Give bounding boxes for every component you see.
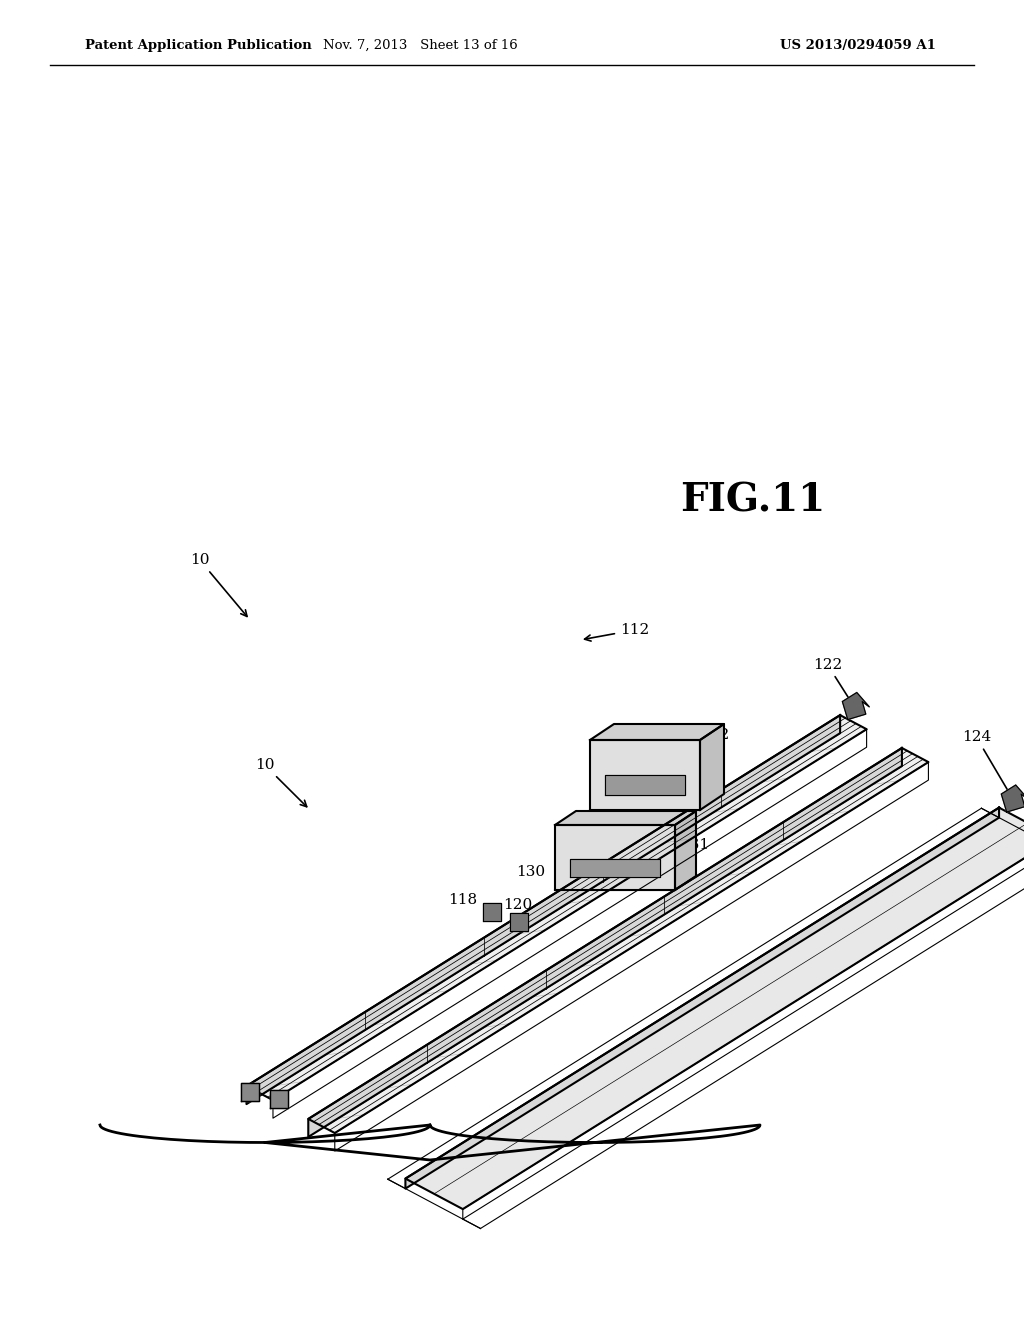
Polygon shape: [483, 903, 501, 921]
Text: 112: 112: [585, 623, 649, 642]
Polygon shape: [555, 825, 675, 890]
Polygon shape: [406, 808, 1024, 1209]
Text: Patent Application Publication: Patent Application Publication: [85, 38, 311, 51]
Polygon shape: [590, 723, 724, 741]
Polygon shape: [242, 1084, 259, 1101]
Polygon shape: [270, 1090, 288, 1109]
Text: Nov. 7, 2013   Sheet 13 of 16: Nov. 7, 2013 Sheet 13 of 16: [323, 38, 517, 51]
Polygon shape: [308, 748, 929, 1133]
Polygon shape: [247, 715, 840, 1104]
Text: 120: 120: [503, 898, 532, 912]
Polygon shape: [555, 810, 696, 825]
Polygon shape: [406, 808, 999, 1188]
Text: 122: 122: [813, 657, 851, 702]
Polygon shape: [510, 913, 528, 931]
Polygon shape: [590, 741, 700, 810]
Polygon shape: [570, 859, 660, 876]
Polygon shape: [247, 715, 866, 1100]
Text: FIG.11: FIG.11: [680, 480, 825, 519]
Text: US 2013/0294059 A1: US 2013/0294059 A1: [780, 38, 936, 51]
Polygon shape: [843, 693, 869, 719]
Text: 131: 131: [680, 838, 710, 851]
Text: 130: 130: [516, 865, 545, 879]
Polygon shape: [308, 748, 902, 1137]
Polygon shape: [700, 723, 724, 810]
Text: 10: 10: [190, 553, 247, 616]
Polygon shape: [605, 775, 685, 795]
Text: 118: 118: [447, 894, 477, 907]
Polygon shape: [675, 810, 696, 890]
Text: 162: 162: [700, 729, 729, 742]
Text: 10: 10: [255, 758, 307, 807]
Polygon shape: [1001, 785, 1024, 812]
Text: 124: 124: [962, 730, 1011, 795]
